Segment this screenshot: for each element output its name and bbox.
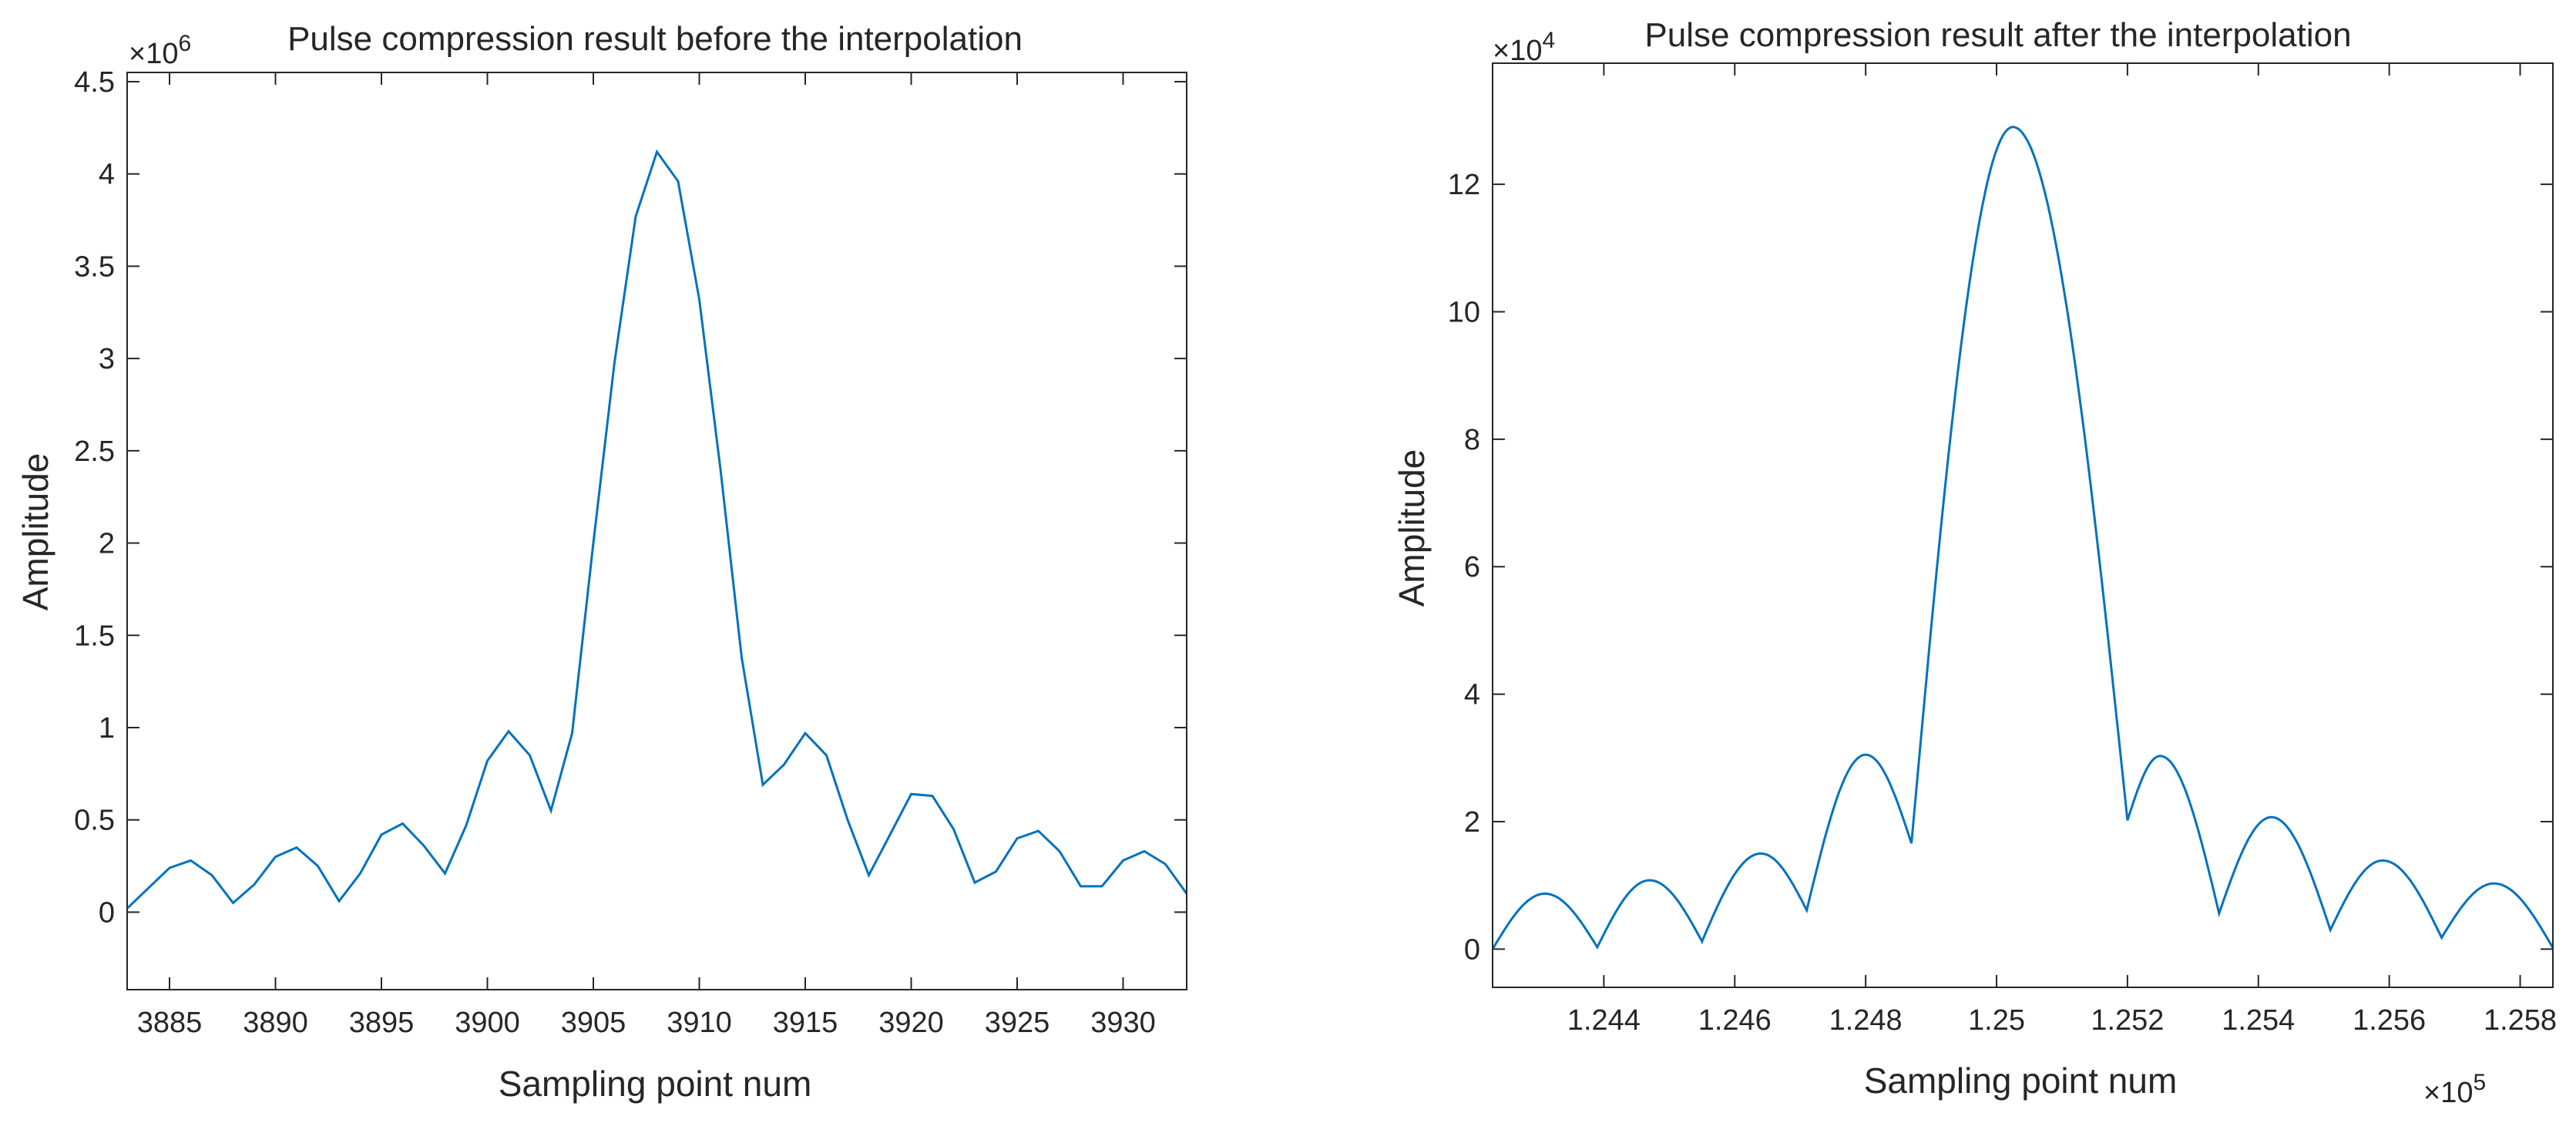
y-tick-label: 1.5	[74, 620, 115, 652]
x-tick-label: 1.256	[2353, 1004, 2426, 1037]
x-tick-label: 1.254	[2222, 1004, 2295, 1037]
x-tick-label: 3910	[667, 1007, 732, 1039]
x-tick-label: 3925	[985, 1007, 1050, 1039]
y-axis-label: Amplitude	[15, 453, 55, 611]
x-tick-label: 3905	[561, 1007, 626, 1039]
y-tick-label: 10	[1448, 296, 1480, 328]
y-tick-label: 4.5	[74, 66, 115, 99]
x-multiplier: ×105	[2423, 1070, 2486, 1109]
y-tick-label: 0.5	[74, 805, 115, 837]
x-tick-label: 3915	[773, 1007, 838, 1039]
x-tick-label: 1.246	[1698, 1004, 1772, 1037]
y-tick-label: 2	[1464, 806, 1480, 839]
y-tick-label: 4	[1464, 679, 1480, 711]
x-tick-label: 3890	[243, 1007, 308, 1039]
x-tick-label: 3930	[1090, 1007, 1156, 1039]
chart-after-interpolation: Pulse compression result after the inter…	[1392, 16, 2557, 1109]
y-tick-label: 2	[99, 528, 115, 560]
y-axis-label: Amplitude	[1392, 449, 1432, 607]
x-tick-label: 1.258	[2484, 1004, 2557, 1037]
y-tick-label: 3	[99, 343, 115, 375]
y-tick-label: 0	[99, 896, 115, 929]
y-multiplier: ×104	[1493, 28, 1555, 67]
x-axis-label: Sampling point num	[1864, 1061, 2178, 1101]
x-tick-label: 1.25	[1968, 1004, 2025, 1037]
y-tick-label: 1	[99, 712, 115, 745]
y-tick-label: 2.5	[74, 435, 115, 468]
y-tick-label: 0	[1464, 933, 1480, 966]
tick-layer: 1.244 1.246 1.248 1.25 1.252 1.254 1.256 1.258 0…	[1448, 63, 2557, 1037]
y-multiplier: ×106	[129, 31, 191, 70]
x-axis-label: Sampling point num	[499, 1064, 812, 1104]
y-tick-label: 12	[1448, 169, 1480, 201]
x-tick-label: 3895	[349, 1007, 415, 1039]
plot-frame	[126, 72, 1187, 990]
x-tick-label: 3885	[137, 1007, 203, 1039]
chart-title: Pulse compression result before the inte…	[287, 20, 1023, 58]
x-tick-label: 3900	[455, 1007, 520, 1039]
plot-frame	[1492, 62, 2554, 988]
series-line	[1491, 126, 2554, 950]
y-tick-label: 8	[1464, 424, 1480, 456]
y-tick-label: 3.5	[74, 250, 115, 283]
tick-layer: 3885 3890 3895 3900 3905 3910 3915 3920 3925 3930…	[74, 66, 1187, 1039]
y-tick-label: 4	[99, 159, 115, 191]
x-tick-label: 1.252	[2091, 1004, 2164, 1037]
chart-title: Pulse compression result after the inter…	[1644, 16, 2351, 54]
y-tick-label: 6	[1464, 551, 1480, 583]
x-tick-label: 1.248	[1829, 1004, 1903, 1037]
series-line	[126, 149, 1188, 909]
chart-before-interpolation: Pulse compression result before the inte…	[15, 20, 1188, 1104]
x-tick-label: 3920	[878, 1007, 944, 1039]
x-tick-label: 1.244	[1567, 1004, 1641, 1037]
